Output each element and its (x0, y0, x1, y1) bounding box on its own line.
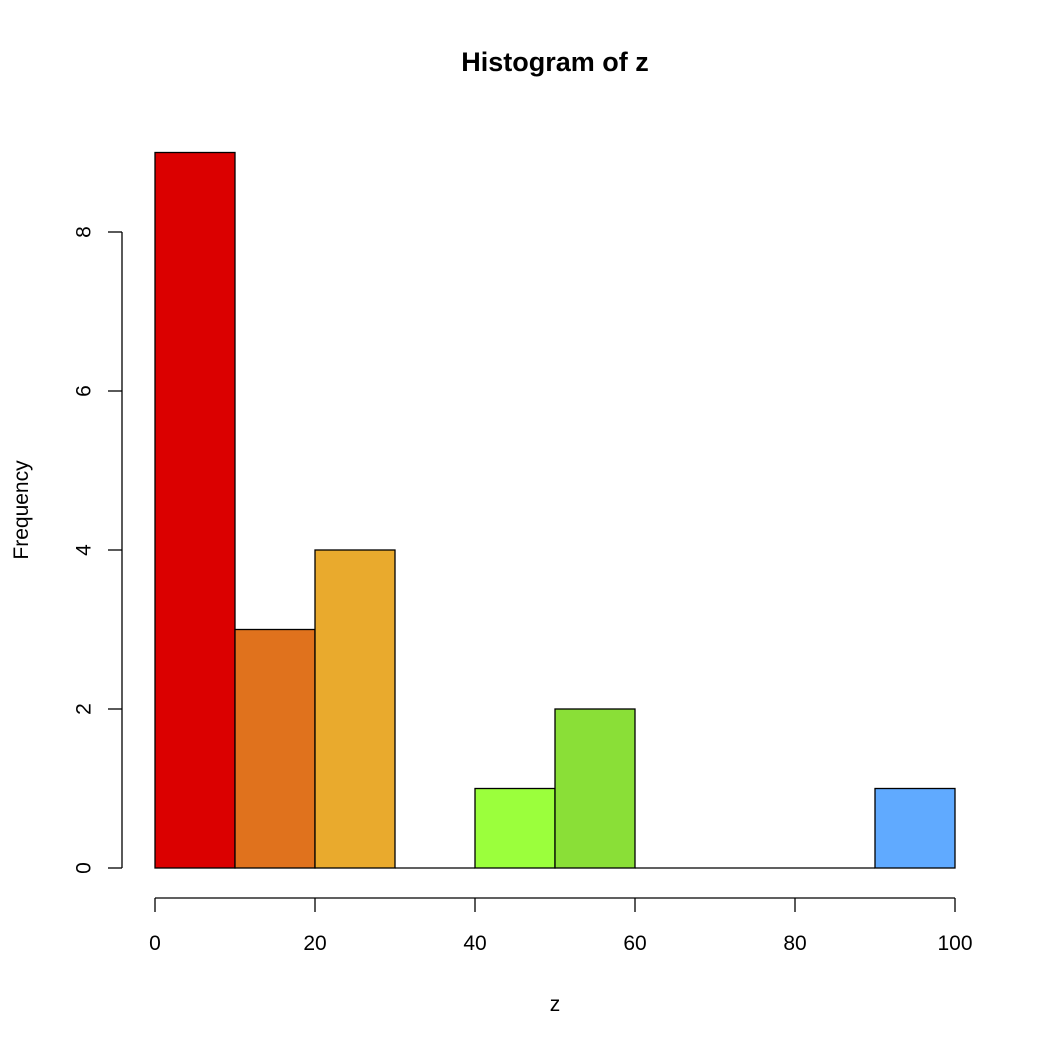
x-tick-label-0: 0 (149, 932, 161, 955)
x-tick-label-80: 80 (783, 932, 806, 955)
y-tick-label-6: 6 (73, 385, 96, 397)
histogram-bar-0 (154, 151, 236, 869)
histogram-bar-9 (874, 787, 956, 869)
histogram-bar-4 (474, 787, 556, 869)
x-tick-label-100: 100 (937, 932, 972, 955)
y-tick-label-4: 4 (73, 544, 96, 556)
x-tick-label-60: 60 (623, 932, 646, 955)
histogram-bar-1 (234, 628, 316, 869)
y-axis-label: Frequency (10, 460, 33, 560)
y-axis: 0 2 4 6 8 (73, 226, 123, 874)
histogram-bar-5 (554, 708, 636, 869)
x-axis-label: z (550, 993, 561, 1016)
bars-group (154, 151, 956, 869)
x-axis: 0 20 40 60 80 100 (149, 897, 973, 955)
chart-title: Histogram of z (461, 47, 649, 77)
x-tick-label-40: 40 (463, 932, 486, 955)
y-tick-label-8: 8 (73, 226, 96, 238)
histogram-bar-2 (314, 549, 396, 869)
y-tick-label-0: 0 (73, 862, 96, 874)
x-tick-label-20: 20 (303, 932, 326, 955)
y-tick-label-2: 2 (73, 703, 96, 715)
